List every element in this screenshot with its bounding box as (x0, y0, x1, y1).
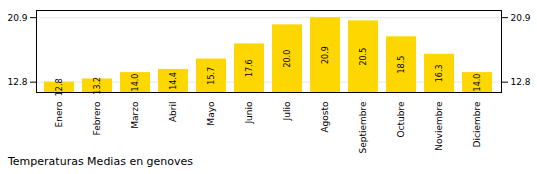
svg-text:Diciembre: Diciembre (472, 101, 482, 147)
svg-text:20.5: 20.5 (359, 48, 368, 66)
svg-text:18.5: 18.5 (397, 56, 406, 74)
svg-text:14.0: 14.0 (473, 74, 482, 92)
html-text:Temperaturas Medias en genoves: Temperaturas Medias en genoves (8, 155, 194, 168)
svg-text:Julio: Julio (282, 101, 292, 121)
svg-text:Agosto: Agosto (320, 101, 330, 133)
svg-text:Febrero: Febrero (92, 101, 102, 135)
svg-text:Noviembre: Noviembre (434, 101, 444, 151)
svg-text:13.2: 13.2 (93, 77, 102, 95)
svg-text:17.6: 17.6 (245, 59, 254, 77)
svg-text:20.9: 20.9 (321, 46, 330, 64)
svg-text:Abril: Abril (168, 102, 178, 123)
svg-text:12.8: 12.8 (7, 77, 27, 87)
svg-text:14.0: 14.0 (131, 74, 140, 92)
svg-text:16.3: 16.3 (435, 64, 444, 82)
svg-text:12.8: 12.8 (55, 78, 64, 96)
svg-text:Septiembre: Septiembre (358, 101, 368, 154)
svg-text:12.8: 12.8 (511, 77, 531, 87)
svg-text:Mayo: Mayo (206, 101, 216, 126)
svg-text:Junio: Junio (244, 101, 254, 125)
svg-text:Enero: Enero (54, 101, 64, 127)
svg-text:Marzo: Marzo (130, 101, 140, 129)
svg-text:20.0: 20.0 (283, 50, 292, 68)
svg-text:14.4: 14.4 (169, 72, 178, 90)
svg-text:15.7: 15.7 (207, 67, 216, 85)
svg-text:20.9: 20.9 (511, 13, 531, 23)
svg-text:20.9: 20.9 (7, 13, 27, 23)
svg-text:Octubre: Octubre (396, 101, 406, 137)
